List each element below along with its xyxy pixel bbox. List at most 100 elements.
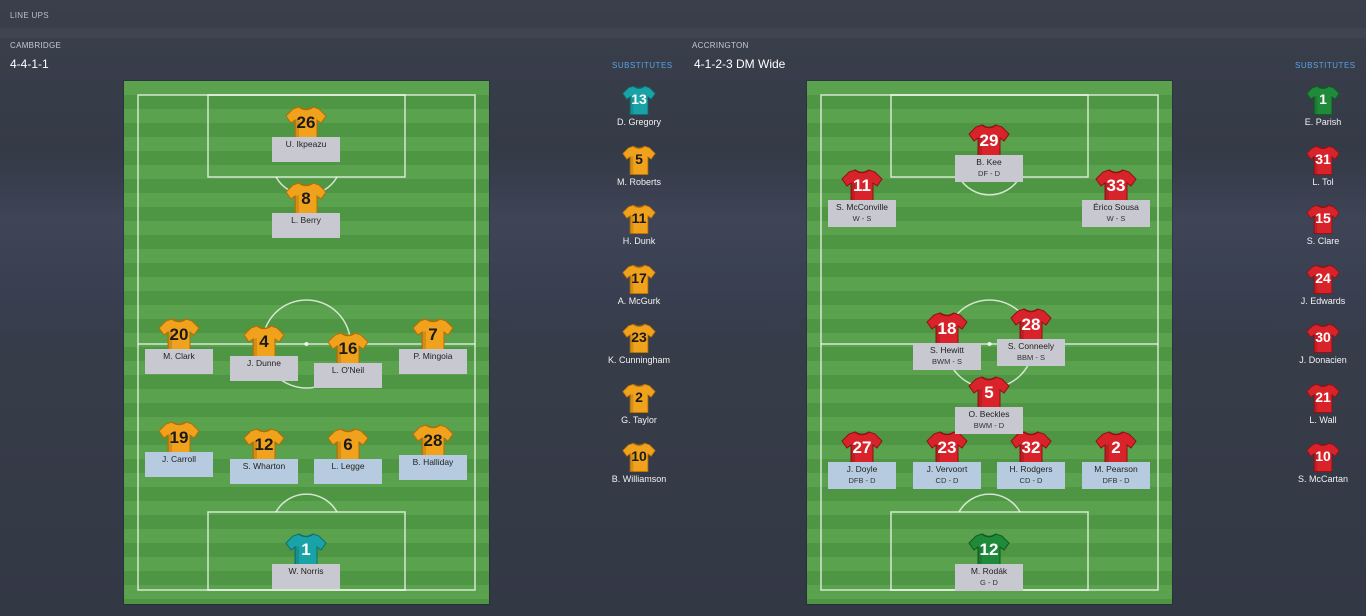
home-player-0[interactable]: 26 U. Ikpeazu bbox=[271, 105, 341, 162]
shirt-number: 18 bbox=[937, 319, 957, 338]
player-plate: L. Legge bbox=[314, 459, 382, 484]
home-substitute-4[interactable]: 23 K. Cunningham bbox=[594, 322, 684, 365]
home-substitute-6[interactable]: 10 B. Williamson bbox=[594, 441, 684, 484]
home-player-4[interactable]: 16 L. O'Neil bbox=[313, 331, 383, 388]
home-substitute-3[interactable]: 17 A. McGurk bbox=[594, 263, 684, 306]
away-player-4[interactable]: 28 S. Conneely BBM - S bbox=[996, 307, 1066, 366]
shirt-icon: 17 bbox=[622, 263, 656, 295]
home-player-3[interactable]: 4 J. Dunne bbox=[229, 324, 299, 381]
player-plate: L. Berry bbox=[272, 213, 340, 238]
away-player-3[interactable]: 18 S. Hewitt BWM - S bbox=[912, 311, 982, 370]
player-plate: P. Mingoia bbox=[399, 349, 467, 374]
shirt-icon: 30 bbox=[1306, 322, 1340, 354]
shirt-number: 19 bbox=[169, 428, 189, 447]
shirt-icon: 28 bbox=[412, 423, 454, 461]
player-name: J. Dunne bbox=[246, 358, 282, 368]
shirt-number: 10 bbox=[1315, 448, 1331, 464]
shirt-icon: 11 bbox=[841, 168, 883, 206]
shirt-icon: 12 bbox=[243, 427, 285, 465]
away-substitute-2[interactable]: 15 S. Clare bbox=[1278, 203, 1366, 246]
away-substitute-6[interactable]: 10 S. McCartan bbox=[1278, 441, 1366, 484]
away-player-10[interactable]: 12 M. Rodák G - D bbox=[954, 532, 1024, 591]
player-role: BBM - S bbox=[1017, 353, 1045, 362]
away-substitute-1[interactable]: 31 L. Tol bbox=[1278, 144, 1366, 187]
shirt-icon: 21 bbox=[1306, 382, 1340, 414]
substitute-name: S. McCartan bbox=[1297, 474, 1348, 484]
shirt-number: 5 bbox=[984, 383, 994, 402]
player-name: B. Kee bbox=[976, 157, 1002, 167]
substitute-name: K. Cunningham bbox=[607, 355, 671, 365]
shirt-number: 2 bbox=[635, 389, 643, 405]
player-plate: S. McConville W - S bbox=[828, 200, 896, 227]
player-plate: L. O'Neil bbox=[314, 363, 382, 388]
shirt-icon: 32 bbox=[1010, 430, 1052, 468]
away-substitute-0[interactable]: 1 E. Parish bbox=[1278, 84, 1366, 127]
shirt-icon: 16 bbox=[327, 331, 369, 369]
player-role: CD - D bbox=[935, 476, 959, 485]
home-player-9[interactable]: 28 B. Halliday bbox=[398, 423, 468, 480]
home-player-10[interactable]: 1 W. Norris bbox=[271, 532, 341, 589]
home-substitute-2[interactable]: 11 H. Dunk bbox=[594, 203, 684, 246]
away-player-1[interactable]: 11 S. McConville W - S bbox=[827, 168, 897, 227]
player-name: B. Halliday bbox=[412, 457, 454, 467]
home-player-7[interactable]: 12 S. Wharton bbox=[229, 427, 299, 484]
player-name: L. Legge bbox=[331, 461, 365, 471]
shirt-icon: 2 bbox=[622, 382, 656, 414]
player-plate: W. Norris bbox=[272, 564, 340, 589]
away-player-7[interactable]: 23 J. Vervoort CD - D bbox=[912, 430, 982, 489]
shirt-number: 8 bbox=[301, 189, 311, 208]
shirt-icon: 2 bbox=[1095, 430, 1137, 468]
shirt-number: 13 bbox=[631, 91, 647, 107]
away-substitute-5[interactable]: 21 L. Wall bbox=[1278, 382, 1366, 425]
player-name: J. Vervoort bbox=[926, 464, 968, 474]
shirt-number: 29 bbox=[979, 131, 999, 150]
shirt-icon: 8 bbox=[285, 181, 327, 219]
home-substitute-1[interactable]: 5 M. Roberts bbox=[594, 144, 684, 187]
shirt-number: 2 bbox=[1111, 438, 1121, 457]
home-team-name: CAMBRIDGE bbox=[10, 41, 62, 50]
home-player-5[interactable]: 7 P. Mingoia bbox=[398, 317, 468, 374]
shirt-icon: 1 bbox=[1306, 84, 1340, 116]
player-role: DFB - D bbox=[848, 476, 876, 485]
substitute-name: S. Clare bbox=[1306, 236, 1340, 246]
shirt-number: 28 bbox=[423, 431, 443, 450]
home-substitute-0[interactable]: 13 D. Gregory bbox=[594, 84, 684, 127]
shirt-icon: 1 bbox=[285, 532, 327, 570]
home-player-2[interactable]: 20 M. Clark bbox=[144, 317, 214, 374]
shirt-icon: 7 bbox=[412, 317, 454, 355]
player-plate: J. Vervoort CD - D bbox=[913, 462, 981, 489]
player-name: O. Beckles bbox=[968, 409, 1010, 419]
player-plate: Érico Sousa W - S bbox=[1082, 200, 1150, 227]
away-substitute-3[interactable]: 24 J. Edwards bbox=[1278, 263, 1366, 306]
home-player-8[interactable]: 6 L. Legge bbox=[313, 427, 383, 484]
player-name: L. Berry bbox=[291, 215, 321, 225]
home-player-1[interactable]: 8 L. Berry bbox=[271, 181, 341, 238]
shirt-icon: 13 bbox=[622, 84, 656, 116]
away-player-0[interactable]: 29 B. Kee DF - D bbox=[954, 123, 1024, 182]
away-player-9[interactable]: 2 M. Pearson DFB - D bbox=[1081, 430, 1151, 489]
player-role: W - S bbox=[852, 214, 872, 223]
shirt-icon: 29 bbox=[968, 123, 1010, 161]
shirt-number: 4 bbox=[259, 332, 269, 351]
home-player-6[interactable]: 19 J. Carroll bbox=[144, 420, 214, 477]
shirt-number: 27 bbox=[852, 438, 872, 457]
away-player-8[interactable]: 32 H. Rodgers CD - D bbox=[996, 430, 1066, 489]
player-plate: S. Wharton bbox=[230, 459, 298, 484]
shirt-number: 12 bbox=[979, 540, 999, 559]
away-substitute-4[interactable]: 30 J. Donacien bbox=[1278, 322, 1366, 365]
substitute-name: E. Parish bbox=[1304, 117, 1342, 127]
player-plate: H. Rodgers CD - D bbox=[997, 462, 1065, 489]
away-player-5[interactable]: 5 O. Beckles BWM - D bbox=[954, 375, 1024, 434]
player-name: P. Mingoia bbox=[413, 351, 453, 361]
home-substitute-5[interactable]: 2 G. Taylor bbox=[594, 382, 684, 425]
player-plate: M. Clark bbox=[145, 349, 213, 374]
away-team-name: ACCRINGTON bbox=[692, 41, 749, 50]
away-player-6[interactable]: 27 J. Doyle DFB - D bbox=[827, 430, 897, 489]
player-name: W. Norris bbox=[288, 566, 324, 576]
substitute-name: M. Roberts bbox=[616, 177, 661, 187]
away-player-2[interactable]: 33 Érico Sousa W - S bbox=[1081, 168, 1151, 227]
shirt-icon: 6 bbox=[327, 427, 369, 465]
player-role: W - S bbox=[1106, 214, 1126, 223]
shirt-icon: 15 bbox=[1306, 203, 1340, 235]
player-role: BWM - S bbox=[932, 357, 962, 366]
